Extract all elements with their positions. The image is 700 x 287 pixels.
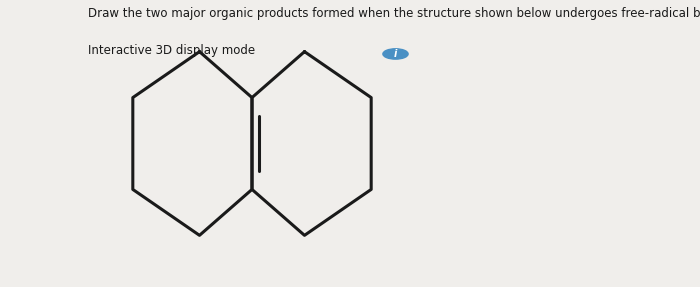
Text: Interactive 3D display mode: Interactive 3D display mode bbox=[88, 44, 255, 57]
Circle shape bbox=[383, 49, 408, 59]
Text: i: i bbox=[394, 49, 397, 59]
Text: Draw the two major organic products formed when the structure shown below underg: Draw the two major organic products form… bbox=[88, 7, 700, 20]
